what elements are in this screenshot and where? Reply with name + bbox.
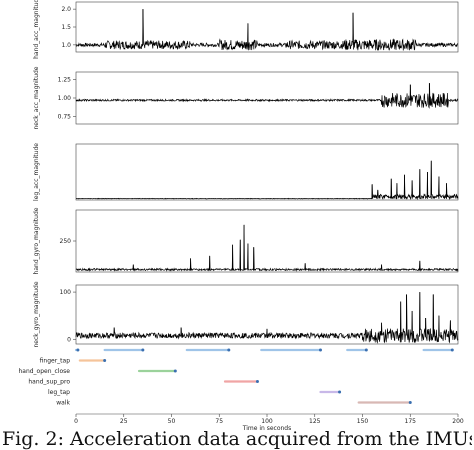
interval-end-marker	[450, 348, 454, 352]
timeline-row-label: leg_tap	[48, 389, 70, 396]
x-tick-label: 125	[309, 418, 321, 425]
y-tick-label: 1.5	[61, 24, 71, 31]
interval-end-marker	[255, 380, 259, 383]
series-line	[75, 9, 459, 51]
timeline-row-label: hand_open_close	[18, 368, 70, 375]
y-tick-label: 2.0	[61, 6, 71, 13]
series-line	[75, 224, 459, 272]
interval-end-marker	[103, 359, 107, 362]
y-tick-label: 1.25	[58, 76, 72, 83]
y-axis-label: neck_acc_magnitude	[33, 66, 40, 129]
timeline-row-label: walk	[56, 400, 70, 407]
interval-end-marker	[173, 369, 177, 373]
y-tick-label: 0	[67, 336, 71, 343]
interval-end-marker	[227, 348, 231, 352]
x-tick-label: 150	[357, 418, 369, 425]
y-tick-label: 0.75	[58, 114, 72, 121]
panel-5: neck_gyro_magnitude 0 100	[33, 281, 459, 348]
x-tick-label: 175	[405, 418, 417, 425]
panel-frame	[75, 284, 459, 345]
interval-end-marker	[364, 348, 368, 352]
panel-2: neck_acc_magnitude 0.75 1.00 1.25	[33, 66, 459, 130]
interval-end-marker	[76, 348, 80, 352]
y-tick-label: 1.00	[58, 95, 72, 102]
interval-end-marker	[318, 348, 322, 352]
y-axis-label: hand_acc_magnitude	[33, 0, 40, 59]
panel-frame	[75, 209, 459, 273]
y-tick-label: 100	[60, 289, 72, 296]
series-line	[76, 160, 459, 201]
y-axis-label: neck_gyro_magnitude	[33, 281, 40, 347]
x-tick-label: 100	[261, 418, 273, 425]
timeline-row-label: hand_sup_pro	[28, 379, 70, 386]
interval-end-marker	[338, 390, 342, 394]
series-line	[75, 83, 459, 109]
x-tick-label: 0	[74, 418, 78, 425]
y-axis-label: leg_acc_magnitude	[33, 143, 40, 201]
x-tick-label: 50	[168, 418, 176, 425]
y-tick-label: 250	[60, 238, 72, 245]
x-tick-label: 75	[215, 418, 223, 425]
x-tick-label: 200	[452, 418, 464, 425]
timeline-panel: finger_tap hand_open_close hand_sup_proleg…	[18, 348, 464, 432]
y-axis-label: hand_gyro_magnitude	[33, 207, 40, 274]
x-tick-label: 25	[120, 418, 128, 425]
timeline-row-label: finger_tap	[40, 358, 71, 365]
panel-frame	[75, 143, 459, 201]
y-tick-label: 1.0	[61, 42, 71, 49]
panel-1: hand_acc_magnitude 1.0 1.5 2.0	[33, 0, 459, 59]
interval-end-marker	[408, 401, 412, 404]
x-axis-label: Time in seconds	[242, 425, 292, 432]
panel-3: leg_acc_magnitude	[33, 143, 459, 201]
figure-caption: Fig. 2: Acceleration data acquired from …	[2, 428, 472, 450]
interval-end-marker	[141, 348, 145, 352]
panel-4: hand_gyro_magnitude 250	[33, 207, 459, 274]
